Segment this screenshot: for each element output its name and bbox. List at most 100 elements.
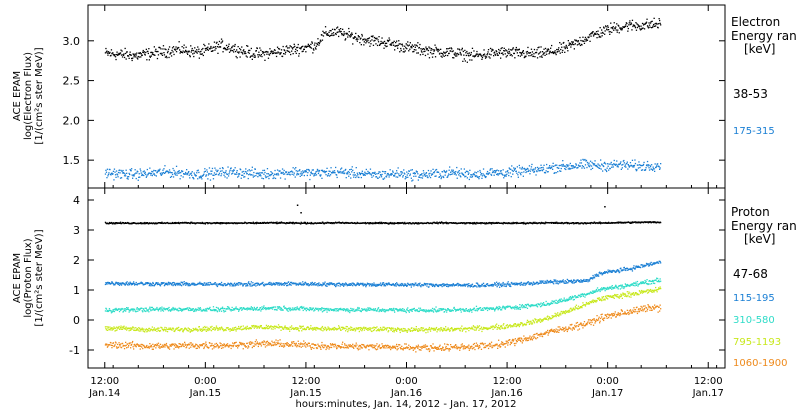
electron-point <box>233 51 235 53</box>
proton-point <box>158 283 161 285</box>
proton-point <box>463 222 465 224</box>
electron-point <box>641 22 644 25</box>
electron-point <box>317 42 320 44</box>
proton-point <box>303 306 305 308</box>
electron-point <box>559 52 561 54</box>
electron-point <box>428 57 431 59</box>
electron-point <box>621 164 623 166</box>
proton-point <box>442 223 444 225</box>
proton-point <box>316 283 319 285</box>
electron-point <box>361 33 363 36</box>
proton-point <box>295 282 297 284</box>
electron-point <box>530 168 532 170</box>
electron-point <box>374 171 376 173</box>
electron-point <box>260 172 262 174</box>
electron-point <box>290 46 292 48</box>
electron-point <box>346 173 348 175</box>
electron-point <box>317 38 319 40</box>
proton-point <box>228 283 231 285</box>
electron-point <box>598 164 600 166</box>
electron-point <box>596 37 598 39</box>
proton-point <box>256 306 258 309</box>
proton-point <box>202 284 204 286</box>
electron-point <box>155 48 157 50</box>
electron-point <box>118 169 121 171</box>
electron-point <box>457 48 459 50</box>
proton-point <box>561 281 563 283</box>
electron-point <box>180 171 182 174</box>
electron-point <box>526 50 529 53</box>
electron-point <box>627 164 629 166</box>
proton-point <box>570 280 572 283</box>
electron-point <box>525 51 528 53</box>
electron-point <box>323 171 325 173</box>
electron-point <box>623 159 625 162</box>
electron-point <box>379 171 381 173</box>
electron-point <box>592 35 595 37</box>
electron-point <box>417 179 419 181</box>
electron-point <box>198 57 200 59</box>
proton-point <box>519 284 521 286</box>
electron-legend-title-1: Electron <box>731 15 780 29</box>
electron-point <box>217 43 220 46</box>
electron-point <box>631 159 634 161</box>
proton-point <box>146 222 148 224</box>
proton-point <box>459 284 461 286</box>
electron-point <box>544 172 547 174</box>
electron-point <box>603 165 605 168</box>
electron-point <box>277 174 280 176</box>
electron-point <box>601 29 603 31</box>
electron-point <box>533 170 536 172</box>
proton-y-axis-label: ACE EPAM log(Proton Flux) [1/(cm²s ster … <box>12 229 45 326</box>
electron-point <box>635 168 637 171</box>
electron-point <box>325 31 327 33</box>
electron-point <box>185 49 187 52</box>
proton-point <box>310 282 312 285</box>
electron-point <box>445 171 447 174</box>
electron-point <box>164 48 166 50</box>
electron-point <box>554 50 556 52</box>
proton-point <box>156 283 159 286</box>
electron-point <box>125 52 127 55</box>
proton-point <box>440 284 442 287</box>
proton-point <box>123 283 126 285</box>
proton-point <box>593 221 596 223</box>
electron-point <box>266 53 268 55</box>
proton-point <box>220 310 223 312</box>
electron-point <box>589 160 592 162</box>
electron-point <box>604 30 606 32</box>
electron-point <box>591 167 594 169</box>
proton-point <box>119 222 121 224</box>
electron-point <box>272 175 275 177</box>
proton-point <box>618 271 620 274</box>
electron-point <box>162 171 165 174</box>
electron-point <box>233 48 235 51</box>
proton-point <box>123 308 125 310</box>
electron-point <box>482 55 484 57</box>
proton-point <box>502 222 504 224</box>
proton-ytick-label: 0 <box>73 314 80 327</box>
proton-point <box>191 282 193 284</box>
electron-point <box>554 52 556 54</box>
electron-point <box>345 38 347 40</box>
electron-point <box>267 51 269 53</box>
electron-point <box>392 171 394 173</box>
electron-point <box>235 55 237 58</box>
proton-point <box>275 222 278 225</box>
electron-point <box>404 50 406 52</box>
electron-point <box>330 30 332 32</box>
proton-point <box>303 307 305 310</box>
proton-point <box>219 309 221 311</box>
proton-point <box>659 260 661 263</box>
proton-point <box>653 262 655 264</box>
electron-point <box>386 174 388 176</box>
proton-point <box>356 282 358 284</box>
electron-point <box>400 47 402 50</box>
proton-point <box>166 308 169 311</box>
proton-point <box>213 283 216 285</box>
proton-point <box>279 221 281 224</box>
proton-point <box>265 308 268 310</box>
proton-point <box>304 221 306 224</box>
proton-point <box>138 308 140 310</box>
electron-point <box>225 49 227 51</box>
